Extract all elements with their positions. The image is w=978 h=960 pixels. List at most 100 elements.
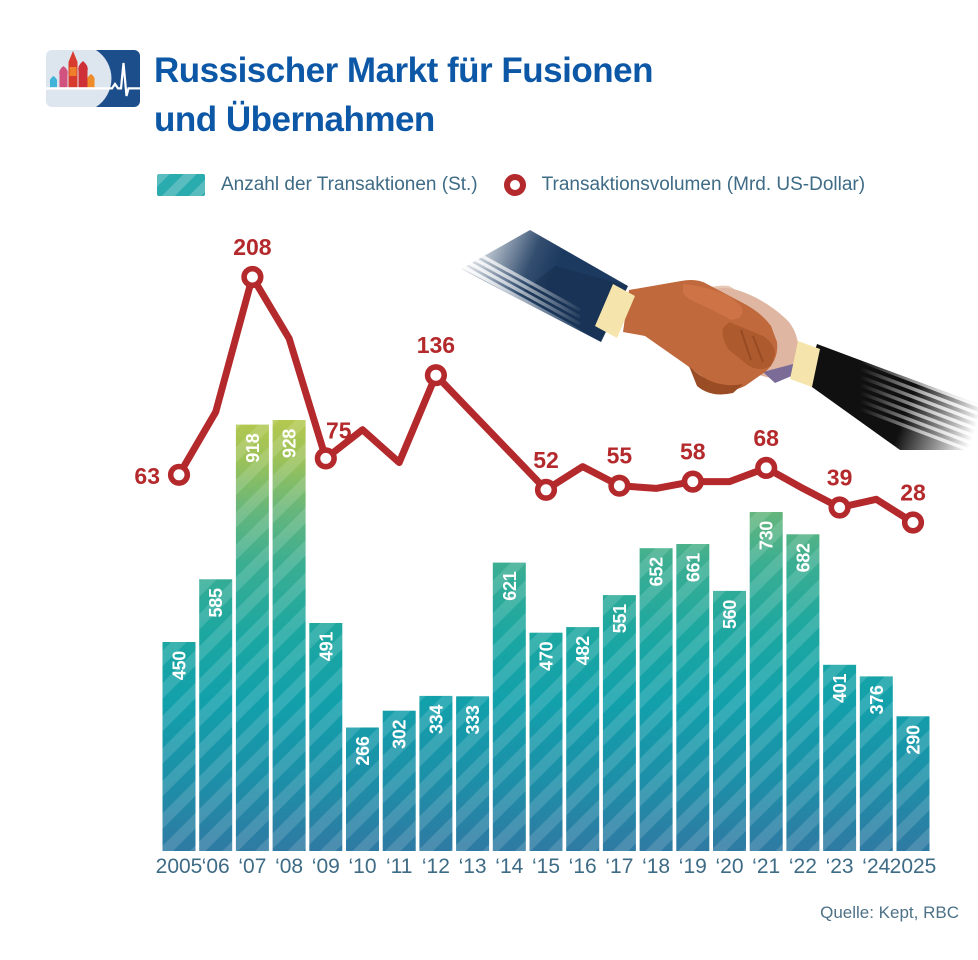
source-credit: Quelle: Kept, RBC bbox=[820, 903, 959, 922]
bar-stripe-overlay bbox=[235, 424, 269, 851]
x-tick-label: ‘15 bbox=[532, 855, 560, 878]
handshake-illustration bbox=[461, 230, 978, 450]
x-tick-label: ‘12 bbox=[422, 855, 450, 878]
bar-stripe-overlay bbox=[713, 590, 746, 851]
bar-stripe-overlay bbox=[786, 534, 820, 851]
bar-value-label: 302 bbox=[390, 719, 410, 748]
legend: Anzahl der Transaktionen (St.) Transakti… bbox=[157, 174, 865, 196]
right-cuff bbox=[790, 341, 820, 387]
line-point-label: 39 bbox=[827, 465, 853, 491]
line-series-label: Transaktionsvolumen (Mrd. US-Dollar) bbox=[541, 174, 866, 195]
bar-value-label: 401 bbox=[830, 673, 850, 702]
line-point-marker bbox=[534, 478, 558, 501]
bar-stripe-overlay bbox=[823, 664, 857, 851]
bar-value-label: 560 bbox=[720, 600, 740, 629]
x-tick-label: ‘14 bbox=[495, 855, 523, 878]
logo-pulse-panel bbox=[96, 50, 140, 107]
bar-value-label: 551 bbox=[610, 604, 630, 633]
bar-stripe-overlay bbox=[896, 716, 930, 851]
line-point-label: 136 bbox=[417, 332, 455, 358]
bar-value-label: 621 bbox=[500, 571, 520, 600]
bar-value-label: 652 bbox=[647, 557, 667, 586]
line-point-label: 55 bbox=[607, 443, 633, 469]
x-tick-label: ‘21 bbox=[752, 855, 780, 878]
bar-value-label: 585 bbox=[206, 588, 226, 617]
left-cuff bbox=[595, 284, 635, 338]
line-point-marker bbox=[828, 496, 851, 519]
navy-sleeve bbox=[461, 230, 628, 342]
line-point-label: 58 bbox=[680, 439, 706, 465]
line-point-marker bbox=[314, 447, 337, 470]
bar-stripe-overlay bbox=[529, 632, 563, 851]
cathedral-icon bbox=[49, 51, 95, 88]
x-tick-label: ‘11 bbox=[386, 855, 412, 878]
bar-value-label: 661 bbox=[683, 553, 703, 582]
bar-value-label: 928 bbox=[280, 429, 300, 458]
x-tick-label: 2005 bbox=[156, 855, 203, 878]
bar-value-label: 266 bbox=[353, 736, 373, 765]
x-tick-label: ‘16 bbox=[569, 855, 597, 878]
clasped-hands bbox=[623, 280, 801, 395]
line-point-label: 52 bbox=[533, 447, 559, 473]
x-tick-label: ‘07 bbox=[238, 855, 266, 878]
bar-series-swatch-icon bbox=[157, 174, 205, 196]
bar-stripe-overlay bbox=[492, 562, 526, 851]
bar-value-label: 730 bbox=[757, 521, 777, 550]
x-tick-label: 2025 bbox=[890, 855, 937, 878]
line-point-label: 68 bbox=[753, 425, 779, 451]
bar-value-label: 482 bbox=[573, 636, 593, 665]
line-point-label: 75 bbox=[326, 417, 352, 443]
bar-stripe-overlay bbox=[199, 579, 233, 851]
x-tick-label: ‘18 bbox=[642, 855, 670, 878]
x-tick-label: ‘06 bbox=[202, 855, 230, 878]
bar-stripe-overlay bbox=[639, 548, 673, 851]
bar-stripe-overlay bbox=[162, 642, 196, 851]
bar-stripe-overlay bbox=[272, 420, 306, 851]
line-point-marker bbox=[167, 463, 191, 486]
x-tick-label: ‘08 bbox=[275, 855, 303, 878]
bar-stripe-overlay bbox=[419, 695, 453, 851]
line-point-marker bbox=[755, 456, 778, 480]
x-tick-label: ‘09 bbox=[312, 855, 340, 878]
bar-stripe-overlay bbox=[382, 710, 416, 851]
line-point-marker bbox=[608, 474, 631, 497]
bar-stripe-overlay bbox=[309, 623, 343, 851]
bar-value-label: 333 bbox=[463, 705, 483, 734]
x-tick-label: ‘23 bbox=[826, 855, 854, 878]
bar-value-label: 450 bbox=[170, 651, 190, 680]
publisher-logo bbox=[46, 50, 140, 107]
bar-value-label: 682 bbox=[793, 543, 813, 572]
line-point-label: 63 bbox=[134, 463, 160, 489]
bar-series-label: Anzahl der Transaktionen (St.) bbox=[221, 174, 478, 195]
line-point-label: 28 bbox=[900, 480, 926, 506]
line-series-marker-icon bbox=[503, 174, 526, 196]
bar-stripe-overlay bbox=[859, 676, 893, 851]
page-title: Russischer Markt für Fusionen und Überna… bbox=[154, 46, 653, 144]
line-point-marker bbox=[424, 364, 448, 387]
x-tick-label: ‘10 bbox=[348, 855, 376, 878]
bar-stripe-overlay bbox=[456, 696, 490, 851]
bar-stripe-overlay bbox=[749, 512, 783, 851]
bar-value-label: 290 bbox=[904, 725, 924, 754]
black-sleeve bbox=[805, 344, 978, 450]
bar-value-label: 918 bbox=[243, 433, 263, 462]
bar-value-label: 470 bbox=[537, 641, 557, 670]
x-tick-label: ‘20 bbox=[715, 855, 743, 878]
logo-heartbeat-line bbox=[96, 62, 140, 97]
line-point-label: 208 bbox=[233, 234, 272, 260]
x-tick-label: ‘17 bbox=[605, 855, 633, 878]
bar-stripe-overlay bbox=[566, 627, 600, 851]
x-tick-label: ‘19 bbox=[679, 855, 707, 878]
logo-baseline bbox=[46, 87, 96, 90]
bar-value-label: 334 bbox=[426, 705, 446, 734]
line-point-marker bbox=[241, 265, 264, 289]
x-tick-label: ‘24 bbox=[862, 855, 890, 878]
line-point-marker bbox=[681, 470, 704, 493]
bar-stripe-overlay bbox=[676, 544, 710, 851]
bar-value-label: 491 bbox=[316, 632, 336, 661]
bar-stripe-overlay bbox=[602, 595, 636, 851]
title-line-1: Russischer Markt für Fusionen bbox=[154, 51, 653, 90]
line-point-marker bbox=[901, 511, 925, 534]
